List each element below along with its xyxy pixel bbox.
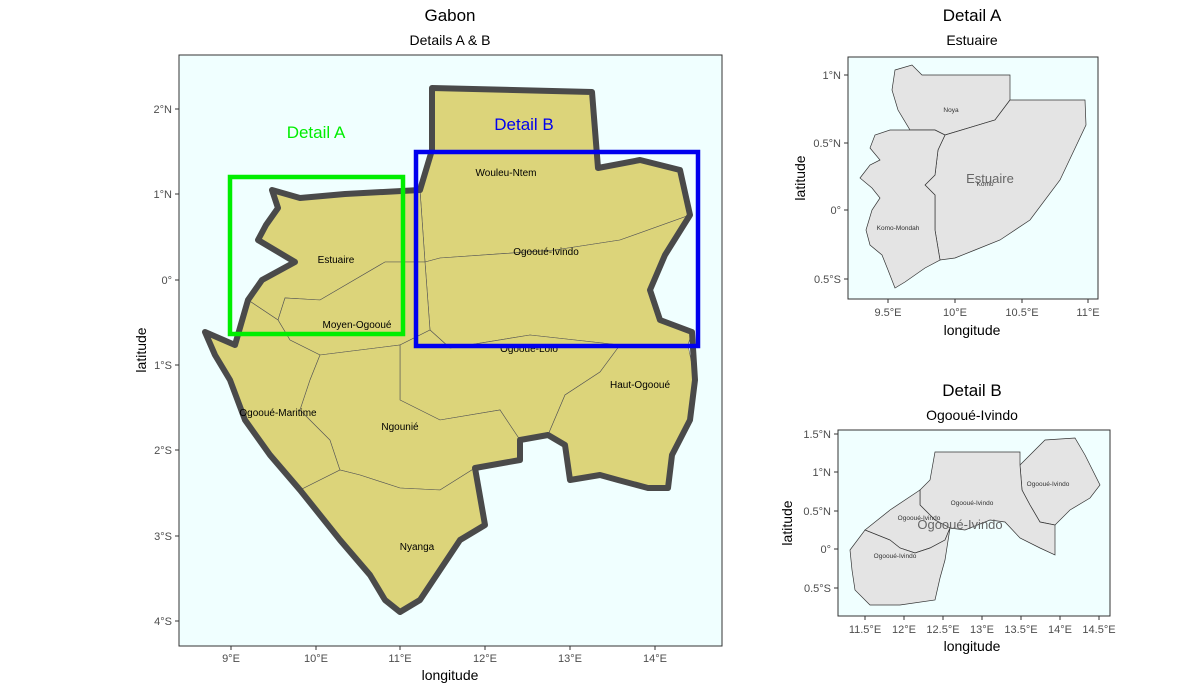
province-label: Estuaire xyxy=(318,255,355,266)
province-label: Ogooué-Maritime xyxy=(239,408,317,419)
y-tick-label: 0.5°S xyxy=(814,274,841,286)
province-label: Wouleu-Ntem xyxy=(476,168,537,179)
x-tick-label: 14°E xyxy=(1048,624,1072,636)
province-label: Ogooué-Lolo xyxy=(500,344,558,355)
y-tick-label: 0° xyxy=(820,544,831,556)
inset-b-big-label: Ogooué-Ivindo xyxy=(917,517,1002,532)
x-tick-label: 9.5°E xyxy=(874,307,901,319)
detail-a-box xyxy=(227,174,406,337)
x-tick-label: 9°E xyxy=(222,653,240,665)
detail-a-inset-subtitle: Estuaire xyxy=(946,32,998,48)
gabon-country-outline xyxy=(202,85,698,615)
y-tick-label: 0.5°N xyxy=(813,138,841,150)
y-tick-label: 1.5°N xyxy=(803,429,831,441)
x-tick-label: 12.5°E xyxy=(926,624,959,636)
x-tick-label: 12°E xyxy=(892,624,916,636)
y-tick-label: 0.5°N xyxy=(803,506,831,518)
x-tick-label: 11°E xyxy=(1076,307,1099,319)
province-label: Ngounié xyxy=(381,422,419,433)
inset-b-label: Ogooué-Ivindo xyxy=(898,515,941,522)
detail-a-label: Detail A xyxy=(287,123,346,142)
y-tick-label: 1°N xyxy=(813,467,832,479)
x-tick-label: 14°E xyxy=(643,653,667,665)
y-tick-label: 1°S xyxy=(154,360,172,372)
province-label: Ogooué-Ivindo xyxy=(513,247,579,258)
province-label: Haut-Ogooué xyxy=(610,380,670,391)
main-map-y-axis-title: latitude xyxy=(133,327,149,372)
x-tick-label: 10°E xyxy=(943,307,967,319)
inset-b-label: Ogooué-Ivindo xyxy=(874,553,917,560)
x-tick-label: 13°E xyxy=(558,653,582,665)
y-tick-label: 1°N xyxy=(823,70,842,82)
detail-a-x-axis: 9.5°E 10°E 10.5°E 11°E xyxy=(874,299,1100,319)
detail-a-inset-title: Detail A xyxy=(943,6,1002,25)
y-tick-label: 0.5°S xyxy=(804,583,831,595)
inset-region-ogooue-ivindo-sw xyxy=(849,527,951,606)
detail-a-y-axis-title: latitude xyxy=(792,155,808,200)
main-map-y-axis: 2°N 1°N 0° 1°S 2°S 3°S 4°S xyxy=(154,104,179,628)
y-tick-label: 3°S xyxy=(154,531,172,543)
y-tick-label: 0° xyxy=(161,275,172,287)
detail-b-y-axis: 1.5°N 1°N 0.5°N 0° 0.5°S xyxy=(803,429,838,595)
x-tick-label: 11°E xyxy=(388,653,411,665)
x-tick-label: 10°E xyxy=(304,653,328,665)
detail-a-y-axis: 1°N 0.5°N 0° 0.5°S xyxy=(813,70,848,286)
detail-b-inset-title: Detail B xyxy=(942,381,1002,400)
y-tick-label: 1°N xyxy=(154,189,173,201)
main-map-title: Gabon xyxy=(424,6,475,25)
detail-b-y-axis-title: latitude xyxy=(779,500,795,545)
x-tick-label: 13°E xyxy=(970,624,994,636)
inset-a-label: Komo xyxy=(977,181,994,188)
y-tick-label: 0° xyxy=(830,205,841,217)
y-tick-label: 2°S xyxy=(154,445,172,457)
inset-a-label: Noya xyxy=(943,107,959,114)
x-tick-label: 11.5°E xyxy=(849,624,881,636)
x-tick-label: 10.5°E xyxy=(1005,307,1038,319)
detail-b-x-axis-title: longitude xyxy=(944,638,1001,654)
inset-a-label: Komo-Mondah xyxy=(877,225,920,232)
province-label: Nyanga xyxy=(400,542,435,553)
y-tick-label: 2°N xyxy=(154,104,173,116)
inset-b-label: Ogooué-Ivindo xyxy=(951,500,994,507)
detail-b-x-axis: 11.5°E 12°E 12.5°E 13°E 13.5°E 14°E 14.5… xyxy=(849,616,1116,636)
main-map-x-axis-title: longitude xyxy=(422,667,479,683)
inset-region-komo-mondah xyxy=(859,129,946,289)
inset-b-label: Ogooué-Ivindo xyxy=(1027,481,1070,488)
inset-a-big-label: Estuaire xyxy=(966,171,1014,186)
main-map-panel: Gabon Details A & B xyxy=(133,6,723,683)
main-map-subtitle: Details A & B xyxy=(410,32,491,48)
detail-a-x-axis-title: longitude xyxy=(944,322,1001,338)
y-tick-label: 4°S xyxy=(154,616,172,628)
x-tick-label: 13.5°E xyxy=(1004,624,1037,636)
detail-a-inset-panel: Detail A Estuaire Noya Komo Komo-Mondah … xyxy=(792,6,1100,338)
x-tick-label: 12°E xyxy=(473,653,497,665)
detail-b-box xyxy=(413,149,701,349)
province-label: Moyen-Ogooué xyxy=(323,320,392,331)
main-map-x-axis: 9°E 10°E 11°E 12°E 13°E 14°E xyxy=(222,646,667,665)
detail-b-inset-subtitle: Ogooué-Ivindo xyxy=(926,407,1018,423)
detail-b-label: Detail B xyxy=(494,115,554,134)
x-tick-label: 14.5°E xyxy=(1082,624,1115,636)
main-map-province-labels: Wouleu-Ntem Estuaire Ogooué-Ivindo Moyen… xyxy=(239,168,670,553)
detail-b-inset-panel: Detail B Ogooué-Ivindo Ogooué-Ivindo Ogo… xyxy=(779,381,1116,654)
